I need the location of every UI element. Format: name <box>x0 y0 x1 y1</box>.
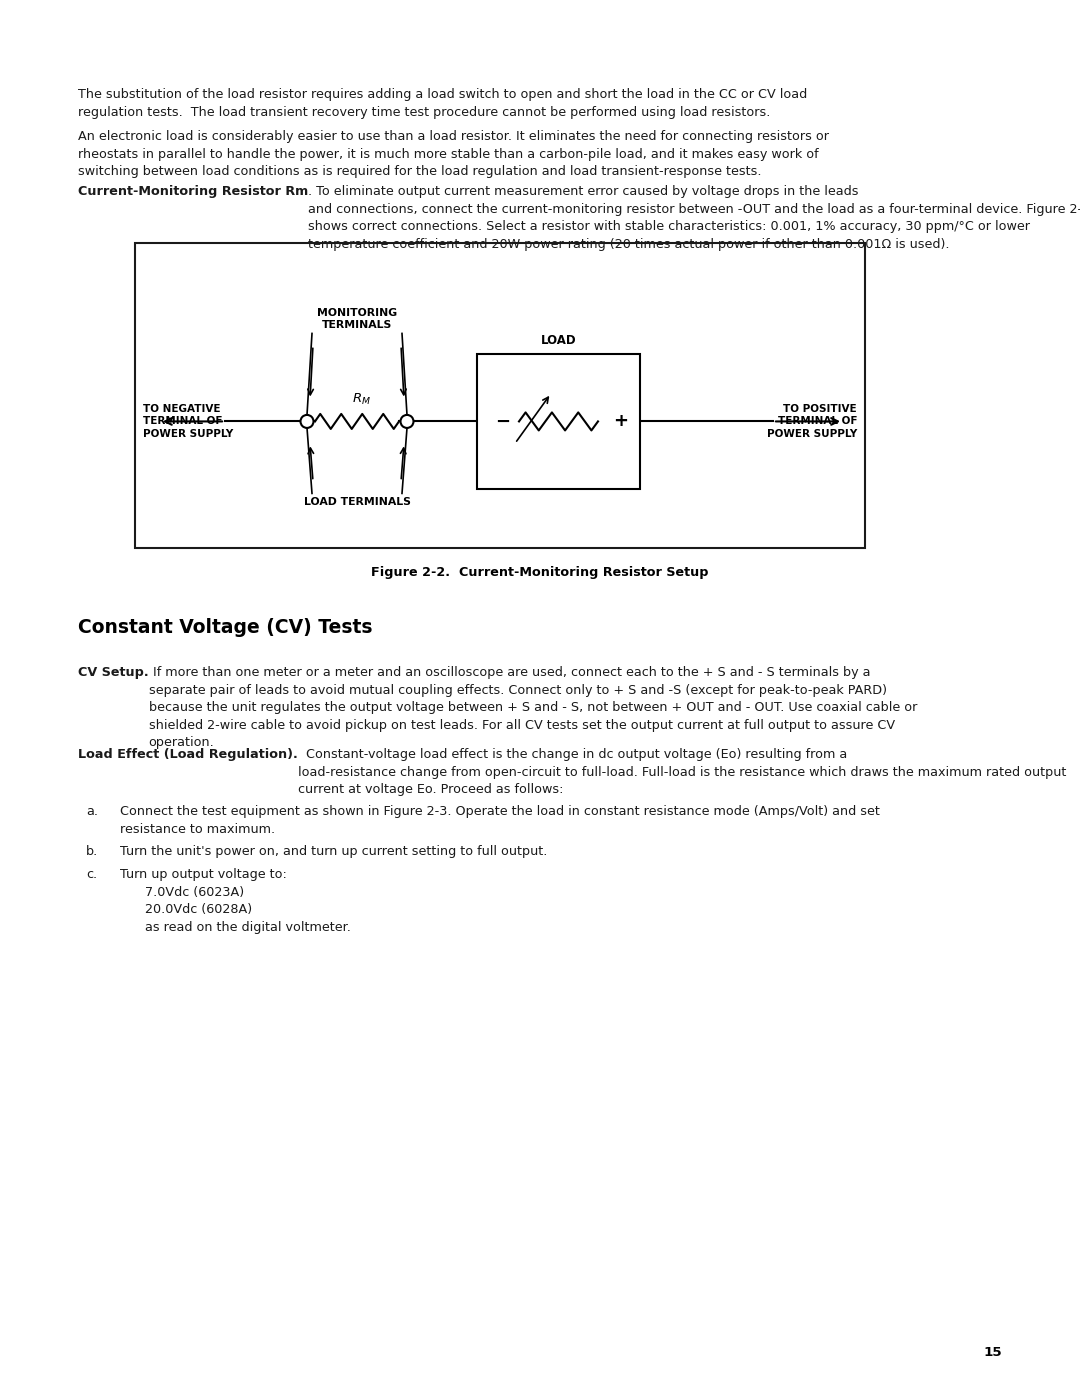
Text: Load Effect (Load Regulation).: Load Effect (Load Regulation). <box>78 747 298 761</box>
Text: 15: 15 <box>983 1345 1002 1359</box>
Text: TO NEGATIVE
TERMINAL OF
POWER SUPPLY: TO NEGATIVE TERMINAL OF POWER SUPPLY <box>143 404 233 439</box>
Circle shape <box>300 415 313 427</box>
Text: An electronic load is considerably easier to use than a load resistor. It elimin: An electronic load is considerably easie… <box>78 130 829 177</box>
Text: Current-Monitoring Resistor Rm: Current-Monitoring Resistor Rm <box>78 184 308 198</box>
Text: If more than one meter or a meter and an oscilloscope are used, connect each to : If more than one meter or a meter and an… <box>149 666 917 749</box>
Text: Turn up output voltage to:: Turn up output voltage to: <box>120 868 287 882</box>
Text: TO POSITIVE
TERMINAL OF
POWER SUPPLY: TO POSITIVE TERMINAL OF POWER SUPPLY <box>767 404 858 439</box>
Text: +: + <box>613 412 627 430</box>
Text: The substitution of the load resistor requires adding a load switch to open and : The substitution of the load resistor re… <box>78 88 807 119</box>
Circle shape <box>401 415 414 427</box>
Text: b.: b. <box>86 845 98 858</box>
Text: Connect the test equipment as shown in Figure 2-3. Operate the load in constant : Connect the test equipment as shown in F… <box>120 805 880 835</box>
Text: MONITORING
TERMINALS: MONITORING TERMINALS <box>316 307 397 331</box>
Text: CV Setup.: CV Setup. <box>78 666 149 679</box>
Bar <box>477 353 640 489</box>
Text: −: − <box>495 412 510 430</box>
Text: c.: c. <box>86 868 97 882</box>
Text: LOAD: LOAD <box>541 334 577 346</box>
Text: as read on the digital voltmeter.: as read on the digital voltmeter. <box>145 921 351 933</box>
Text: $R_M$: $R_M$ <box>351 391 370 407</box>
Text: 7.0Vdc (6023A): 7.0Vdc (6023A) <box>145 886 244 898</box>
Text: a.: a. <box>86 805 98 819</box>
Text: 20.0Vdc (6028A): 20.0Vdc (6028A) <box>145 902 252 916</box>
Text: Constant Voltage (CV) Tests: Constant Voltage (CV) Tests <box>78 617 373 637</box>
Text: Constant-voltage load effect is the change in dc output voltage (Eo) resulting f: Constant-voltage load effect is the chan… <box>298 747 1066 796</box>
Bar <box>135 243 865 548</box>
Text: . To eliminate output current measurement error caused by voltage drops in the l: . To eliminate output current measuremen… <box>308 184 1080 250</box>
Text: Turn the unit's power on, and turn up current setting to full output.: Turn the unit's power on, and turn up cu… <box>120 845 548 858</box>
Text: Figure 2-2.  Current-Monitoring Resistor Setup: Figure 2-2. Current-Monitoring Resistor … <box>372 566 708 578</box>
Text: LOAD TERMINALS: LOAD TERMINALS <box>303 497 410 507</box>
